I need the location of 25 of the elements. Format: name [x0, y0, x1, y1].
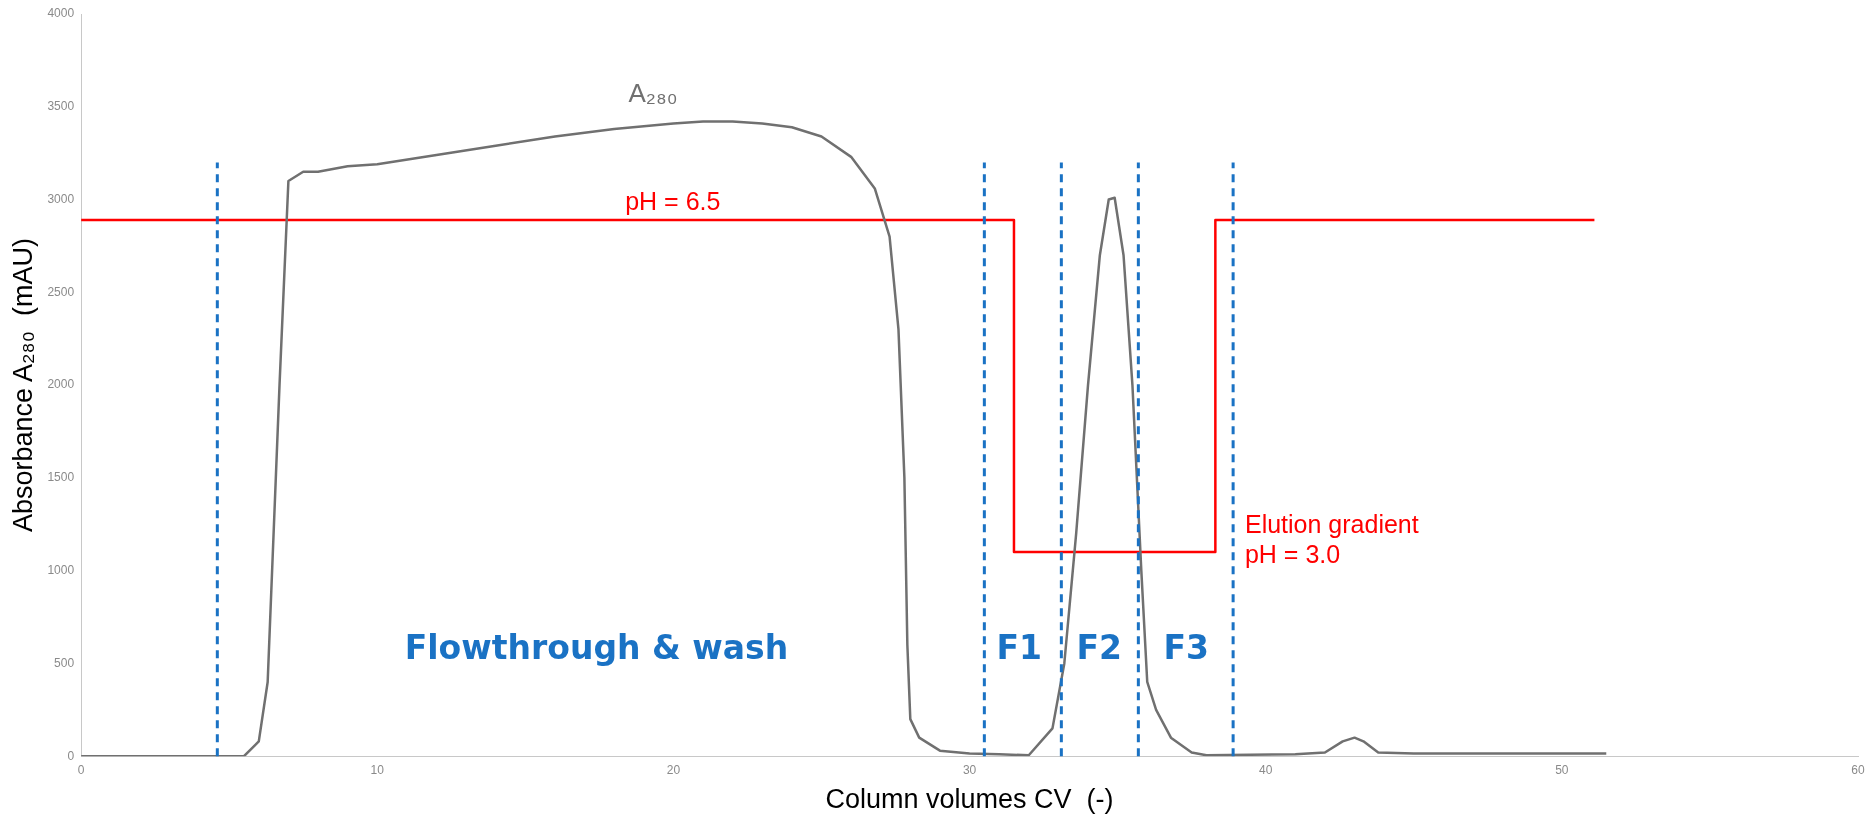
- y-tick-label: 500: [54, 655, 75, 670]
- x-axis-title: Column volumes CV (-): [825, 784, 1114, 815]
- x-tick-label: 10: [370, 762, 385, 777]
- annotation: Elution gradient pH = 3.0: [1244, 509, 1419, 568]
- x-tick-label: 60: [1851, 762, 1865, 777]
- x-tick-label: 0: [77, 762, 85, 777]
- annotation: F3: [1163, 628, 1210, 668]
- y-tick-label: 1500: [47, 470, 75, 485]
- x-tick-label: 40: [1259, 762, 1273, 777]
- y-tick-label: 0: [67, 748, 75, 763]
- y-tick-label: 1000: [47, 562, 75, 577]
- y-tick-label: 4000: [47, 6, 75, 21]
- x-tick-label: 30: [962, 762, 977, 777]
- annotation: Flowthrough & wash: [404, 628, 789, 668]
- x-tick-label: 50: [1555, 762, 1569, 777]
- annotation: F1: [996, 628, 1043, 668]
- series-label: A₂₈₀: [628, 77, 678, 108]
- y-tick-label: 3500: [47, 99, 75, 114]
- y-tick-label: 2500: [47, 284, 75, 299]
- annotation: pH = 6.5: [625, 187, 721, 216]
- annotation: F2: [1076, 628, 1123, 668]
- y-tick-label: 2000: [47, 377, 75, 392]
- y-axis-title: Absorbance A₂₈₀ (mAU): [7, 238, 38, 533]
- y-tick-label: 3000: [47, 191, 75, 206]
- x-tick-label: 20: [666, 762, 681, 777]
